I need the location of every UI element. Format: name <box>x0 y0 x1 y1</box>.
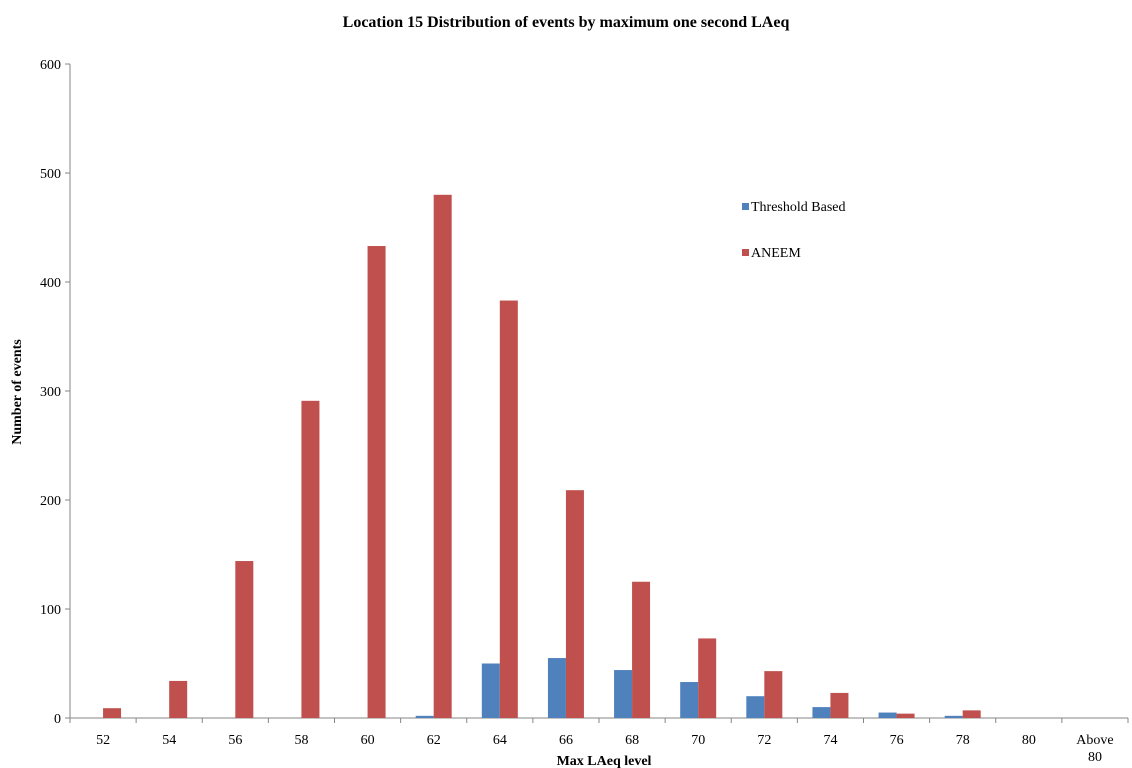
x-tick-label: 56 <box>228 733 242 748</box>
x-tick-label: 70 <box>691 733 705 748</box>
bar-aneem-70 <box>698 638 717 718</box>
bar-aneem-52 <box>103 708 122 718</box>
y-tick-label: 200 <box>40 494 61 509</box>
x-tick-label: 54 <box>162 733 176 748</box>
bar-aneem-58 <box>301 400 320 718</box>
x-tick-label: 76 <box>890 733 904 748</box>
y-tick-label: 300 <box>40 385 61 400</box>
y-tick-label: 400 <box>40 276 61 291</box>
legend-label: Threshold Based <box>751 200 845 215</box>
bar-aneem-60 <box>367 246 386 718</box>
bar-aneem-72 <box>764 671 783 718</box>
bar-aneem-64 <box>499 300 518 718</box>
x-tick-label: 68 <box>625 733 639 748</box>
y-tick-label: 500 <box>40 167 61 182</box>
bar-aneem-66 <box>565 490 584 718</box>
y-tick-label: 600 <box>40 58 61 73</box>
bar-threshold-based-64 <box>481 663 500 718</box>
x-tick-label: 64 <box>493 733 507 748</box>
bar-aneem-78 <box>962 710 981 718</box>
x-axis-title: Max LAeq level <box>557 754 652 768</box>
bar-aneem-62 <box>433 194 452 719</box>
bar-threshold-based-76 <box>878 712 897 718</box>
bar-threshold-based-70 <box>680 682 699 718</box>
bar-aneem-68 <box>632 581 651 718</box>
chart-title: Location 15 Distribution of events by ma… <box>343 14 790 31</box>
y-axis-ticks: 0 100 200 300 400 500 600 <box>40 58 70 727</box>
x-tick-label: 52 <box>96 733 110 748</box>
y-axis-title: Number of events <box>10 339 25 445</box>
bar-threshold-based-62 <box>415 715 434 718</box>
x-tick-label: 66 <box>559 733 573 748</box>
bar-aneem-76 <box>896 713 915 718</box>
bar-aneem-54 <box>169 680 188 718</box>
bar-threshold-based-66 <box>547 658 566 718</box>
legend-label: ANEEM <box>751 246 801 261</box>
x-tick-label: 74 <box>823 733 837 748</box>
bar-threshold-based-74 <box>812 707 831 718</box>
x-tick-label: 72 <box>757 733 771 748</box>
bar-groups <box>103 194 981 719</box>
x-tick-label: Above 80 <box>1076 733 1113 765</box>
x-tick-label: 60 <box>361 733 375 748</box>
legend-swatch-threshold-based <box>742 203 749 210</box>
bar-aneem-56 <box>235 561 254 718</box>
x-tick-label: 58 <box>294 733 308 748</box>
x-axis-ticks: 52 54 56 58 60 62 64 66 68 70 72 74 76 78 80 Above 80 <box>69 718 1129 765</box>
legend-swatch-aneem <box>742 249 749 256</box>
legend: Threshold Based ANEEM <box>742 200 845 261</box>
y-tick-label: 100 <box>40 603 61 618</box>
x-tick-label: 78 <box>956 733 970 748</box>
bar-threshold-based-78 <box>944 715 963 718</box>
x-tick-label: 62 <box>427 733 441 748</box>
bar-aneem-74 <box>830 692 849 718</box>
bar-threshold-based-68 <box>614 670 633 718</box>
y-tick-label: 0 <box>54 712 61 727</box>
bar-threshold-based-72 <box>746 696 765 718</box>
x-tick-label: 80 <box>1022 733 1036 748</box>
